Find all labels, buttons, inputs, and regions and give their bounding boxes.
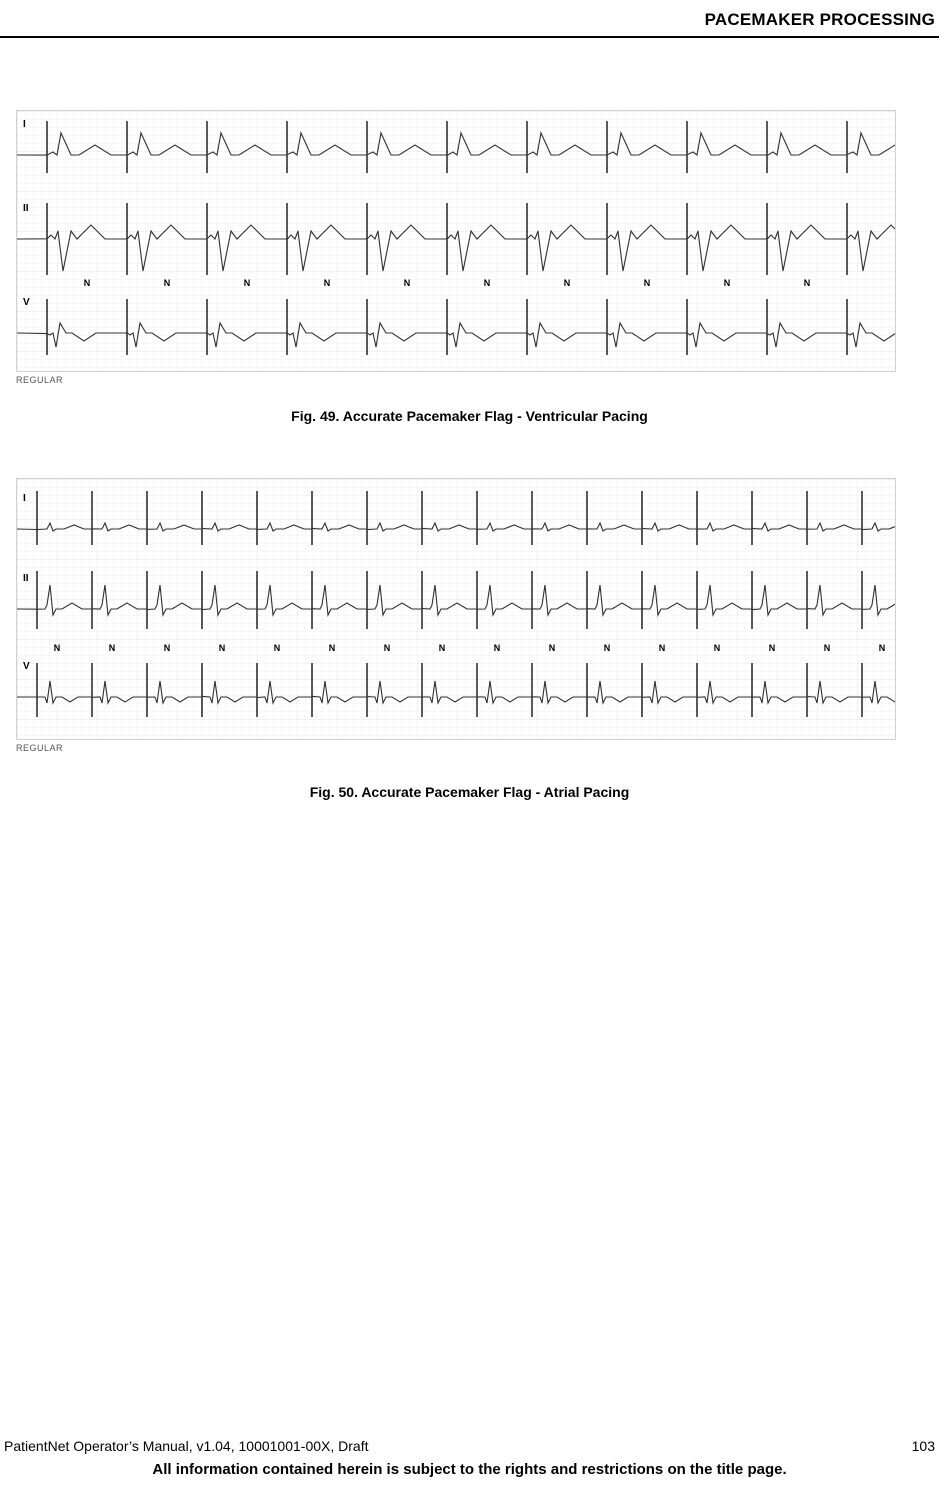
page: PACEMAKER PROCESSING IIINNNNNNNNNNV REGU… bbox=[0, 0, 939, 1488]
footer-page-number: 103 bbox=[912, 1438, 935, 1454]
svg-text:N: N bbox=[84, 278, 91, 288]
svg-text:N: N bbox=[804, 278, 811, 288]
header-rule bbox=[0, 36, 939, 38]
svg-text:I: I bbox=[23, 119, 26, 130]
figure-50-caption: Fig. 50. Accurate Pacemaker Flag - Atria… bbox=[0, 784, 939, 800]
figure-50-ecg-panel: IIINNNNNNNNNNNNNNNNV bbox=[16, 478, 896, 740]
svg-text:N: N bbox=[404, 278, 411, 288]
svg-text:II: II bbox=[23, 573, 29, 584]
svg-text:N: N bbox=[329, 643, 336, 653]
figure-49-caption: Fig. 49. Accurate Pacemaker Flag - Ventr… bbox=[0, 408, 939, 424]
footer-left: PatientNet Operator’s Manual, v1.04, 100… bbox=[4, 1438, 368, 1454]
svg-text:N: N bbox=[324, 278, 331, 288]
svg-text:N: N bbox=[644, 278, 651, 288]
svg-text:N: N bbox=[164, 643, 171, 653]
svg-text:N: N bbox=[439, 643, 446, 653]
svg-text:N: N bbox=[769, 643, 776, 653]
svg-text:N: N bbox=[164, 278, 171, 288]
figure-49-ecg-panel: IIINNNNNNNNNNV bbox=[16, 110, 896, 372]
svg-text:V: V bbox=[23, 661, 30, 672]
svg-text:N: N bbox=[54, 643, 61, 653]
svg-text:N: N bbox=[274, 643, 281, 653]
svg-text:N: N bbox=[879, 643, 886, 653]
svg-text:N: N bbox=[824, 643, 831, 653]
svg-text:II: II bbox=[23, 203, 29, 214]
header-title: PACEMAKER PROCESSING bbox=[705, 10, 935, 30]
svg-text:N: N bbox=[484, 278, 491, 288]
svg-text:N: N bbox=[659, 643, 666, 653]
svg-text:N: N bbox=[384, 643, 391, 653]
svg-text:N: N bbox=[549, 643, 556, 653]
svg-text:N: N bbox=[724, 278, 731, 288]
footer-notice: All information contained herein is subj… bbox=[0, 1461, 939, 1478]
svg-text:N: N bbox=[494, 643, 501, 653]
svg-text:I: I bbox=[23, 493, 26, 504]
svg-text:N: N bbox=[219, 643, 226, 653]
svg-text:N: N bbox=[604, 643, 611, 653]
svg-text:N: N bbox=[244, 278, 251, 288]
svg-text:N: N bbox=[109, 643, 116, 653]
figure-50-sublabel: REGULAR bbox=[16, 743, 63, 753]
svg-text:N: N bbox=[714, 643, 721, 653]
svg-text:N: N bbox=[564, 278, 571, 288]
figure-49-sublabel: REGULAR bbox=[16, 375, 63, 385]
svg-text:V: V bbox=[23, 297, 30, 308]
